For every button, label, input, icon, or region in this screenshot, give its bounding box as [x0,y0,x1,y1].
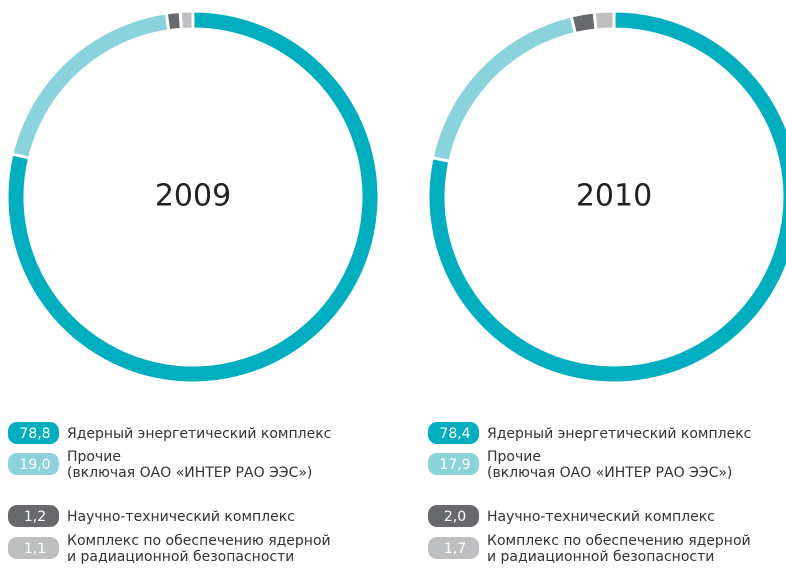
legend-badge [8,505,59,527]
legend-label: Ядерный энергетический комплекс [487,426,751,442]
value-label: 17,9 [439,457,470,473]
legend-label: Прочие (включая ОАО «ИНТЕР РАО ЭЭС») [67,449,312,481]
donut-segment [178,9,195,32]
legend-label: Прочие (включая ОАО «ИНТЕР РАО ЭЭС») [487,449,732,481]
legend-label: Научно-технический комплекс [67,509,295,525]
legend-label: Научно-технический комплекс [487,509,715,525]
donut-segment [592,9,616,32]
value-label: 1,7 [444,541,466,557]
donut-segment [430,14,578,164]
legend-badge [428,453,479,475]
legend-label: Комплекс по обеспечению ядерной и радиаци… [487,533,751,565]
legend-badge [428,505,479,527]
chart-title: 2010 [576,179,652,214]
value-label: 19,0 [19,457,50,473]
value-label: 1,2 [24,509,46,525]
legend-label: Комплекс по обеспечению ядерной и радиаци… [67,533,331,565]
value-label: 78,4 [439,426,470,442]
donut-segment [569,10,598,36]
value-label: 1,1 [24,541,46,557]
legend-badge [428,537,479,559]
donut-segment [10,11,171,160]
chart-title: 2009 [155,179,231,214]
legend-badge [428,422,479,444]
legend-badge [8,453,59,475]
legend-badge [8,537,59,559]
value-label: 78,8 [19,426,50,442]
legend-badge [8,422,59,444]
legend-label: Ядерный энергетический комплекс [67,426,331,442]
value-label: 2,0 [444,509,466,525]
